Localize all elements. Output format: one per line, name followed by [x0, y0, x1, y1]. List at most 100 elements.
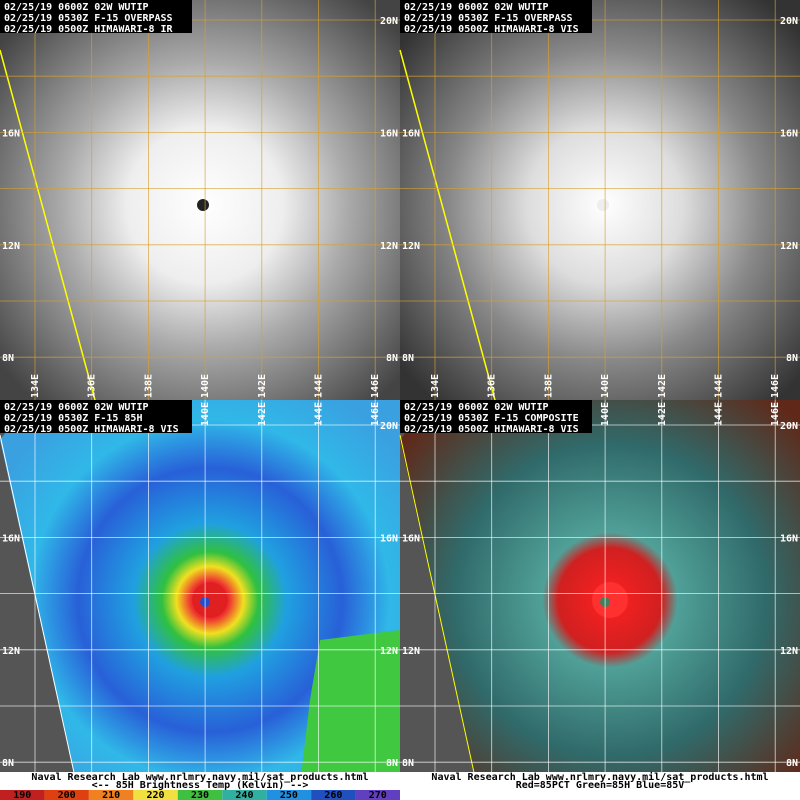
- header-box: [400, 0, 592, 33]
- header-line: 02/25/19 0500Z HIMAWARI-8 VIS: [404, 24, 579, 35]
- header-line: 02/25/19 0530Z F-15 85H: [4, 413, 142, 424]
- lon-label: 134E: [30, 374, 41, 398]
- lon-label: 138E: [143, 374, 154, 398]
- lat-label: 8N: [2, 353, 14, 364]
- lat-label: 16N: [780, 533, 798, 544]
- lon-label: 140E: [200, 374, 211, 398]
- lon-label: 142E: [657, 402, 668, 426]
- colorbar-cell: [222, 790, 267, 800]
- swath-edge: [0, 434, 81, 800]
- colorbar-cell: [88, 790, 134, 800]
- lon-label: 138E: [543, 374, 554, 398]
- lon-label: 146E: [770, 402, 781, 426]
- lat-label: 8N: [402, 353, 414, 364]
- lon-label: 142E: [257, 402, 268, 426]
- panel: 20N20N16N16N12N12N8N8N134E136E138E140E14…: [399, 0, 800, 401]
- header-line: 02/25/19 0500Z HIMAWARI-8 VIS: [4, 424, 179, 435]
- lon-label: 144E: [714, 402, 725, 426]
- header-box: [400, 400, 592, 433]
- colorbar-cell: [311, 790, 356, 800]
- colorbar-label: 260: [324, 790, 342, 800]
- storm-core: [592, 582, 628, 618]
- header-line: 02/25/19 0530Z F-15 OVERPASS: [4, 13, 173, 24]
- lat-label: 20N: [780, 421, 798, 432]
- lat-label: 16N: [2, 128, 20, 139]
- lat-label: 8N: [786, 353, 798, 364]
- lon-label: 136E: [87, 374, 98, 398]
- lat-label: 8N: [786, 758, 798, 769]
- header-line: 02/25/19 0600Z 02W WUTIP: [404, 2, 549, 13]
- lon-label: 146E: [370, 402, 381, 426]
- colorbar-label: 220: [147, 790, 165, 800]
- eye: [197, 199, 209, 211]
- colorbar-cell: [355, 790, 400, 800]
- lon-label: 144E: [714, 374, 725, 398]
- lon-label: 142E: [657, 374, 668, 398]
- lon-label: 134E: [430, 374, 441, 398]
- colorbar-cell: [177, 790, 223, 800]
- lat-label: 12N: [402, 241, 420, 252]
- lon-label: 144E: [314, 402, 325, 426]
- header-line: 02/25/19 0500Z HIMAWARI-8 IR: [4, 24, 174, 35]
- panel: 20N20N16N16N12N12N8N8N134E136E138E140E14…: [399, 400, 800, 800]
- lat-label: 20N: [380, 16, 398, 27]
- colorbar-cell: [133, 790, 178, 800]
- storm-core: [192, 582, 228, 618]
- lat-label: 12N: [780, 646, 798, 657]
- header-line: 02/25/19 0600Z 02W WUTIP: [4, 402, 149, 413]
- lat-label: 16N: [380, 533, 398, 544]
- lat-label: 8N: [2, 758, 14, 769]
- header-line: 02/25/19 0600Z 02W WUTIP: [4, 2, 149, 13]
- swath-edge: [0, 49, 96, 401]
- lon-label: 146E: [770, 374, 781, 398]
- lat-label: 12N: [2, 646, 20, 657]
- lat-label: 16N: [2, 533, 20, 544]
- lat-label: 8N: [386, 353, 398, 364]
- lat-label: 16N: [402, 533, 420, 544]
- header-box: [0, 400, 192, 433]
- colorbar-label: 200: [58, 790, 76, 800]
- header-line: 02/25/19 0600Z 02W WUTIP: [404, 402, 549, 413]
- header-line: 02/25/19 0530Z F-15 COMPOSITE: [404, 413, 579, 424]
- lat-label: 16N: [780, 128, 798, 139]
- lon-label: 146E: [370, 374, 381, 398]
- lat-label: 12N: [380, 646, 398, 657]
- lon-label: 140E: [600, 402, 611, 426]
- lon-label: 144E: [314, 374, 325, 398]
- lat-label: 8N: [402, 758, 414, 769]
- colorbar-cell: [0, 790, 45, 800]
- colorbar-cell: [44, 790, 89, 800]
- lat-label: 20N: [780, 16, 798, 27]
- lon-label: 140E: [600, 374, 611, 398]
- colorbar-label: 210: [102, 790, 120, 800]
- colorbar-label: 250: [280, 790, 298, 800]
- lon-label: 136E: [487, 374, 498, 398]
- header-line: 02/25/19 0500Z HIMAWARI-8 VIS: [404, 424, 579, 435]
- lat-label: 12N: [402, 646, 420, 657]
- panel: 20N20N16N16N12N12N8N8N134E136E138E140E14…: [0, 400, 400, 800]
- lat-label: 16N: [402, 128, 420, 139]
- swath-edge: [399, 434, 481, 800]
- header-line: 02/25/19 0530Z F-15 OVERPASS: [404, 13, 573, 24]
- footer-line: <-- 85H Brightness Temp (Kelvin) -->: [92, 779, 309, 791]
- lat-label: 12N: [2, 241, 20, 252]
- lat-label: 8N: [386, 758, 398, 769]
- header-box: [0, 0, 192, 33]
- colorbar-label: 270: [369, 790, 387, 800]
- lon-label: 142E: [257, 374, 268, 398]
- colorbar-label: 240: [235, 790, 253, 800]
- lat-label: 16N: [380, 128, 398, 139]
- footer-line: Red=85PCT Green=85H Blue=85V: [516, 780, 685, 791]
- swath-edge: [399, 49, 496, 401]
- eye: [597, 199, 609, 211]
- lat-label: 20N: [380, 421, 398, 432]
- lon-label: 140E: [200, 402, 211, 426]
- footer-box: [400, 772, 800, 800]
- colorbar-label: 190: [13, 790, 31, 800]
- colorbar-label: 230: [191, 790, 209, 800]
- lat-label: 12N: [380, 241, 398, 252]
- footer-line: Naval Research Lab www.nrlmry.navy.mil/s…: [431, 771, 768, 783]
- panel: 20N20N16N16N12N12N8N8N134E136E138E140E14…: [0, 0, 400, 401]
- lat-label: 12N: [780, 241, 798, 252]
